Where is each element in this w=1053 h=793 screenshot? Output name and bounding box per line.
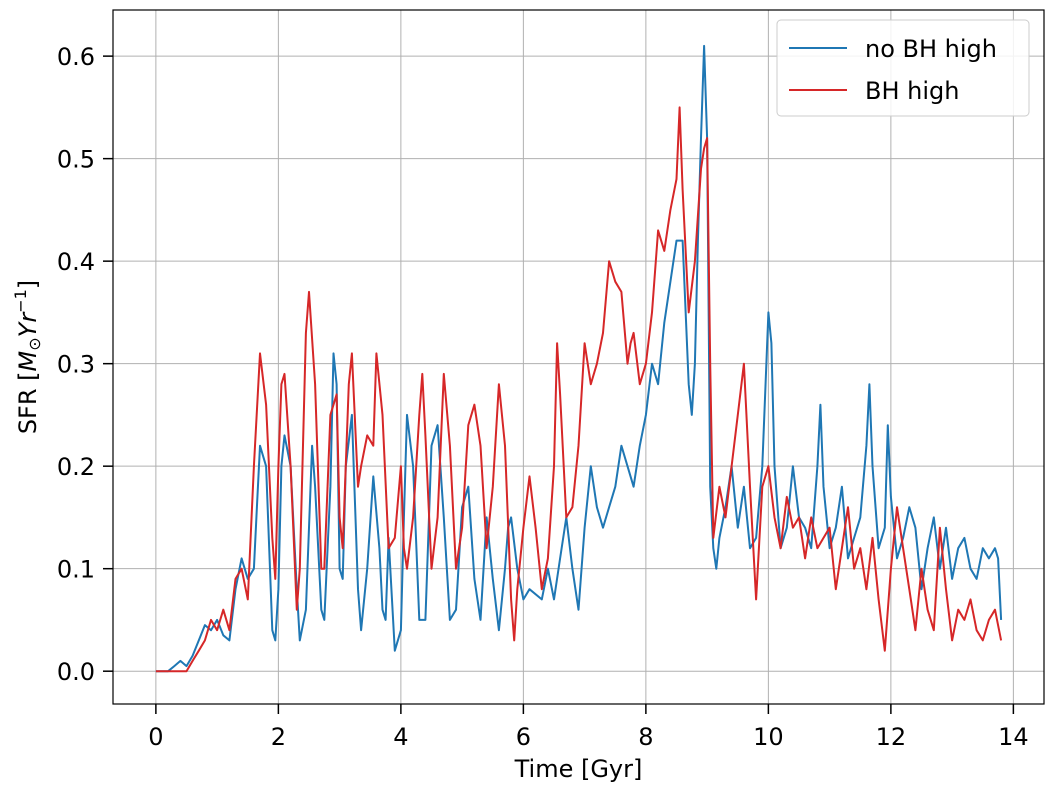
x-tick-label: 4 — [393, 723, 408, 751]
y-label-suffix: ] — [14, 280, 42, 289]
y-label-prefix: SFR [ — [14, 371, 42, 434]
y-axis-label: SFR [M⊙Yr−1] — [11, 280, 44, 434]
y-label-yr: Yr — [14, 311, 42, 338]
plot-frame — [112, 9, 1045, 705]
series-line-no-bh-high — [155, 44, 1003, 673]
legend-box — [776, 19, 1030, 117]
x-tick-label: 0 — [148, 723, 163, 751]
y-tick-label: 0.2 — [57, 453, 95, 481]
y-tick-label: 0.3 — [57, 351, 95, 379]
legend-label-no-bh-high: no BH high — [865, 35, 997, 63]
x-axis: 0 2 4 6 8 10 12 14 — [148, 704, 1029, 751]
y-label-m: M — [14, 350, 42, 371]
x-tick-label: 6 — [516, 723, 531, 751]
y-tick-label: 0.1 — [57, 556, 95, 584]
y-axis: 0.0 0.1 0.2 0.3 0.4 0.5 0.6 — [57, 43, 113, 686]
x-tick-label: 14 — [998, 723, 1029, 751]
series-layer — [155, 44, 1003, 673]
x-tick-label: 12 — [876, 723, 907, 751]
y-tick-label: 0.0 — [57, 658, 95, 686]
y-tick-label: 0.5 — [57, 146, 95, 174]
legend: no BH high BH high — [776, 19, 1030, 117]
x-tick-label: 10 — [753, 723, 784, 751]
y-tick-label: 0.4 — [57, 248, 95, 276]
legend-label-bh-high: BH high — [865, 77, 959, 105]
y-label-exp: −1 — [11, 289, 30, 313]
series-line-bh-high — [155, 106, 1003, 673]
y-tick-label: 0.6 — [57, 43, 95, 71]
x-tick-label: 2 — [271, 723, 286, 751]
x-tick-label: 8 — [638, 723, 653, 751]
x-axis-label: Time [Gyr] — [514, 755, 643, 783]
y-label-sun: ⊙ — [25, 337, 44, 350]
